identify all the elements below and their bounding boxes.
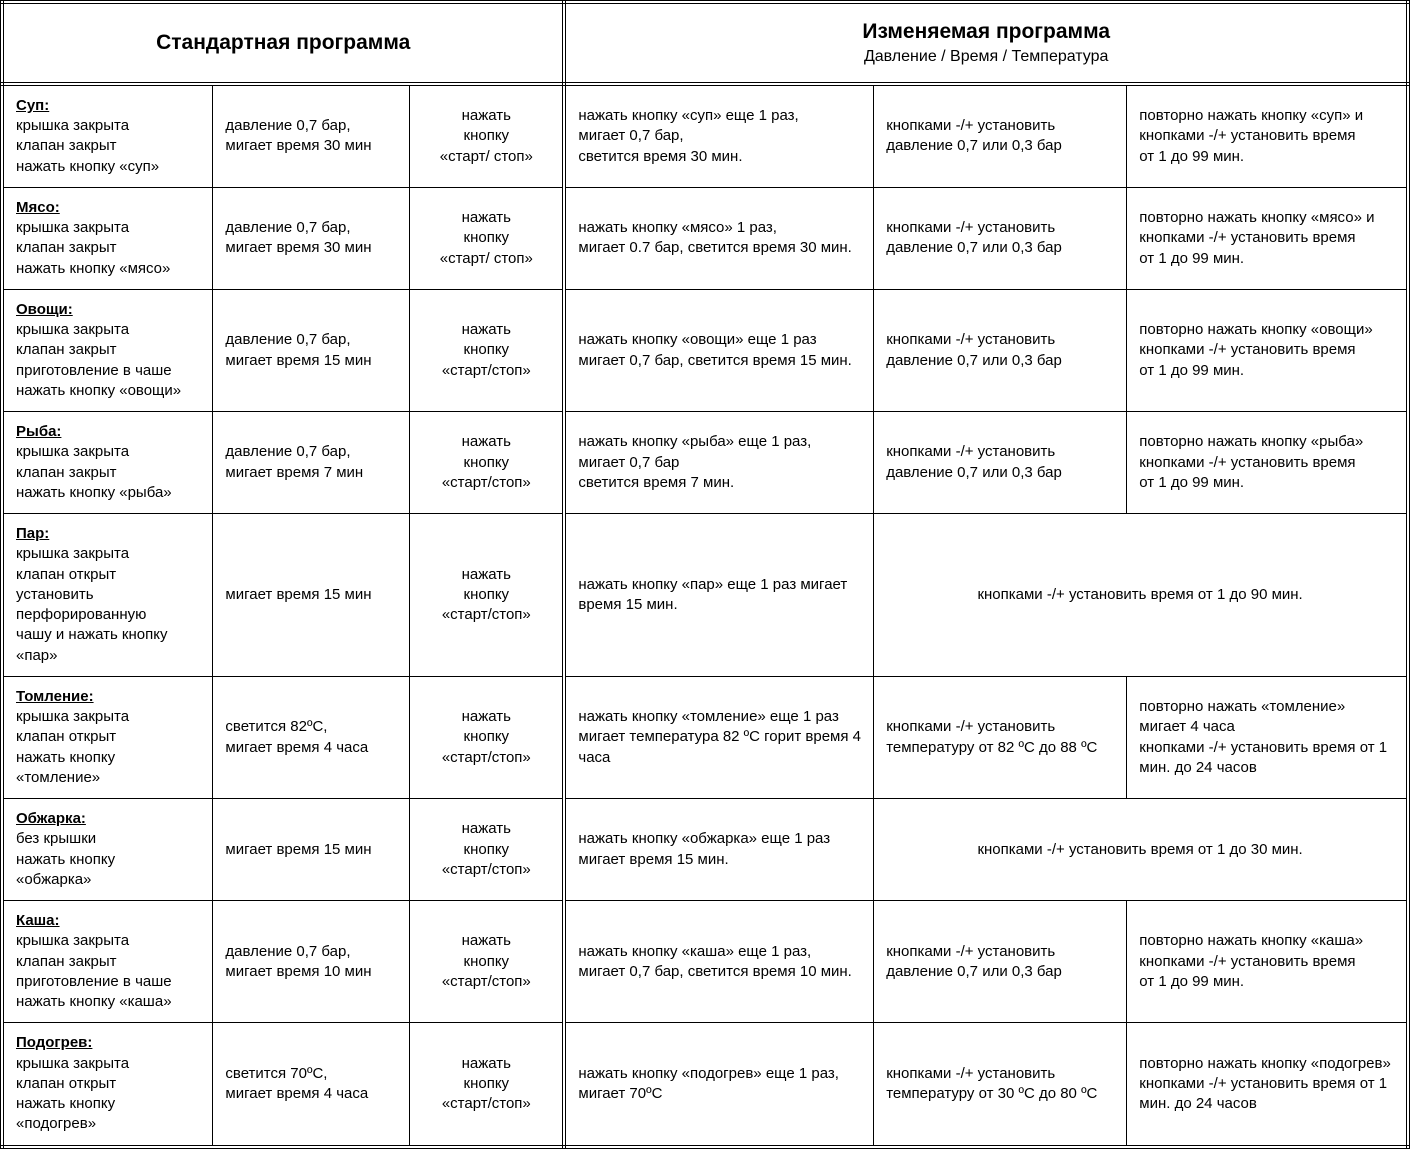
- change-step-2: кнопками -/+ установить температуру от 8…: [874, 676, 1127, 798]
- mode-cell: Обжарка:без крышкинажать кнопку«обжарка»: [2, 799, 213, 901]
- mode-name: Рыба:: [16, 423, 61, 440]
- change-step-1: нажать кнопку «обжарка» еще 1 раз мигает…: [564, 799, 873, 901]
- change-step-3: повторно нажать кнопку «мясо» и кнопками…: [1127, 187, 1408, 289]
- table-row: Томление:крышка закрытаклапан открытнажа…: [2, 676, 1408, 798]
- change-step-2: кнопками -/+ установить температуру от 3…: [874, 1023, 1127, 1147]
- change-step-1: нажать кнопку «каша» еще 1 раз,мигает 0,…: [564, 901, 873, 1023]
- table-row: Обжарка:без крышкинажать кнопку«обжарка»…: [2, 799, 1408, 901]
- program-table: Стандартная программа Изменяемая програм…: [0, 0, 1410, 1149]
- header-standard-text: Стандартная программа: [156, 31, 410, 54]
- change-step-2: кнопками -/+ установить давление 0,7 или…: [874, 412, 1127, 514]
- mode-cell: Суп:крышка закрытаклапан закрытнажать кн…: [2, 84, 213, 188]
- mode-name: Обжарка:: [16, 810, 86, 827]
- change-step-3: повторно нажать кнопку «подогрев» кнопка…: [1127, 1023, 1408, 1147]
- change-step-3: повторно нажать кнопку «рыба» кнопками -…: [1127, 412, 1408, 514]
- change-step-3: повторно нажать кнопку «суп» и кнопками …: [1127, 84, 1408, 188]
- change-step-2: кнопками -/+ установить давление 0,7 или…: [874, 187, 1127, 289]
- header-changeable-sub: Давление / Время / Температура: [578, 46, 1394, 68]
- std-action: нажатькнопку«старт/стоп»: [410, 676, 565, 798]
- mode-cell: Подогрев:крышка закрытаклапан открытнажа…: [2, 1023, 213, 1147]
- std-params: давление 0,7 бар,мигает время 10 мин: [213, 901, 410, 1023]
- mode-cell: Рыба:крышка закрытаклапан закрытнажать к…: [2, 412, 213, 514]
- mode-name: Подогрев:: [16, 1034, 92, 1051]
- std-action: нажатькнопку«старт/стоп»: [410, 514, 565, 677]
- table-row: Каша:крышка закрытаклапан закрытприготов…: [2, 901, 1408, 1023]
- mode-name: Томление:: [16, 688, 94, 705]
- std-params: давление 0,7 бар,мигает время 15 мин: [213, 289, 410, 411]
- table-row: Пар:крышка закрытаклапан открытустановит…: [2, 514, 1408, 677]
- std-action: нажатькнопку«старт/ стоп»: [410, 187, 565, 289]
- table-row: Овощи:крышка закрытаклапан закрытпригото…: [2, 289, 1408, 411]
- mode-name: Пар:: [16, 525, 49, 542]
- std-params: светится 82ºС,мигает время 4 часа: [213, 676, 410, 798]
- std-action: нажатькнопку«старт/стоп»: [410, 901, 565, 1023]
- change-step-2: кнопками -/+ установить давление 0,7 или…: [874, 289, 1127, 411]
- table-row: Суп:крышка закрытаклапан закрытнажать кн…: [2, 84, 1408, 188]
- std-action: нажатькнопку«старт/стоп»: [410, 799, 565, 901]
- mode-name: Суп:: [16, 97, 49, 114]
- change-step-3: повторно нажать «томление» мигает 4 часа…: [1127, 676, 1408, 798]
- change-step-3: повторно нажать кнопку «каша» кнопками -…: [1127, 901, 1408, 1023]
- change-step-1: нажать кнопку «рыба» еще 1 раз,мигает 0,…: [564, 412, 873, 514]
- change-step-merged: кнопками -/+ установить время от 1 до 30…: [874, 799, 1408, 901]
- mode-name: Овощи:: [16, 301, 73, 318]
- change-step-2: кнопками -/+ установить давление 0,7 или…: [874, 901, 1127, 1023]
- change-step-2: кнопками -/+ установить давление 0,7 или…: [874, 84, 1127, 188]
- std-action: нажатькнопку«старт/стоп»: [410, 289, 565, 411]
- mode-cell: Мясо:крышка закрытаклапан закрытнажать к…: [2, 187, 213, 289]
- change-step-1: нажать кнопку «овощи» еще 1 раз мигает 0…: [564, 289, 873, 411]
- header-changeable: Изменяемая программа Давление / Время / …: [564, 2, 1408, 84]
- change-step-1: нажать кнопку «томление» еще 1 раз мигае…: [564, 676, 873, 798]
- table-row: Подогрев:крышка закрытаклапан открытнажа…: [2, 1023, 1408, 1147]
- table-row: Мясо:крышка закрытаклапан закрытнажать к…: [2, 187, 1408, 289]
- mode-name: Каша:: [16, 912, 60, 929]
- std-action: нажатькнопку«старт/стоп»: [410, 412, 565, 514]
- std-params: давление 0,7 бар,мигает время 30 мин: [213, 187, 410, 289]
- change-step-merged: кнопками -/+ установить время от 1 до 90…: [874, 514, 1408, 677]
- mode-name: Мясо:: [16, 199, 60, 216]
- change-step-1: нажать кнопку «подогрев» еще 1 раз, мига…: [564, 1023, 873, 1147]
- header-changeable-title: Изменяемая программа: [578, 18, 1394, 46]
- header-standard: Стандартная программа: [2, 2, 564, 84]
- std-params: светится 70ºС,мигает время 4 часа: [213, 1023, 410, 1147]
- std-action: нажатькнопку«старт/стоп»: [410, 1023, 565, 1147]
- std-params: давление 0,7 бар,мигает время 30 мин: [213, 84, 410, 188]
- mode-cell: Пар:крышка закрытаклапан открытустановит…: [2, 514, 213, 677]
- change-step-1: нажать кнопку «мясо» 1 раз,мигает 0.7 ба…: [564, 187, 873, 289]
- change-step-1: нажать кнопку «суп» еще 1 раз,мигает 0,7…: [564, 84, 873, 188]
- table-row: Рыба:крышка закрытаклапан закрытнажать к…: [2, 412, 1408, 514]
- change-step-3: повторно нажать кнопку «овощи» кнопками …: [1127, 289, 1408, 411]
- mode-cell: Овощи:крышка закрытаклапан закрытпригото…: [2, 289, 213, 411]
- mode-cell: Каша:крышка закрытаклапан закрытприготов…: [2, 901, 213, 1023]
- std-params: мигает время 15 мин: [213, 799, 410, 901]
- std-action: нажатькнопку«старт/ стоп»: [410, 84, 565, 188]
- std-params: мигает время 15 мин: [213, 514, 410, 677]
- change-step-1: нажать кнопку «пар» еще 1 раз мигает вре…: [564, 514, 873, 677]
- std-params: давление 0,7 бар,мигает время 7 мин: [213, 412, 410, 514]
- mode-cell: Томление:крышка закрытаклапан открытнажа…: [2, 676, 213, 798]
